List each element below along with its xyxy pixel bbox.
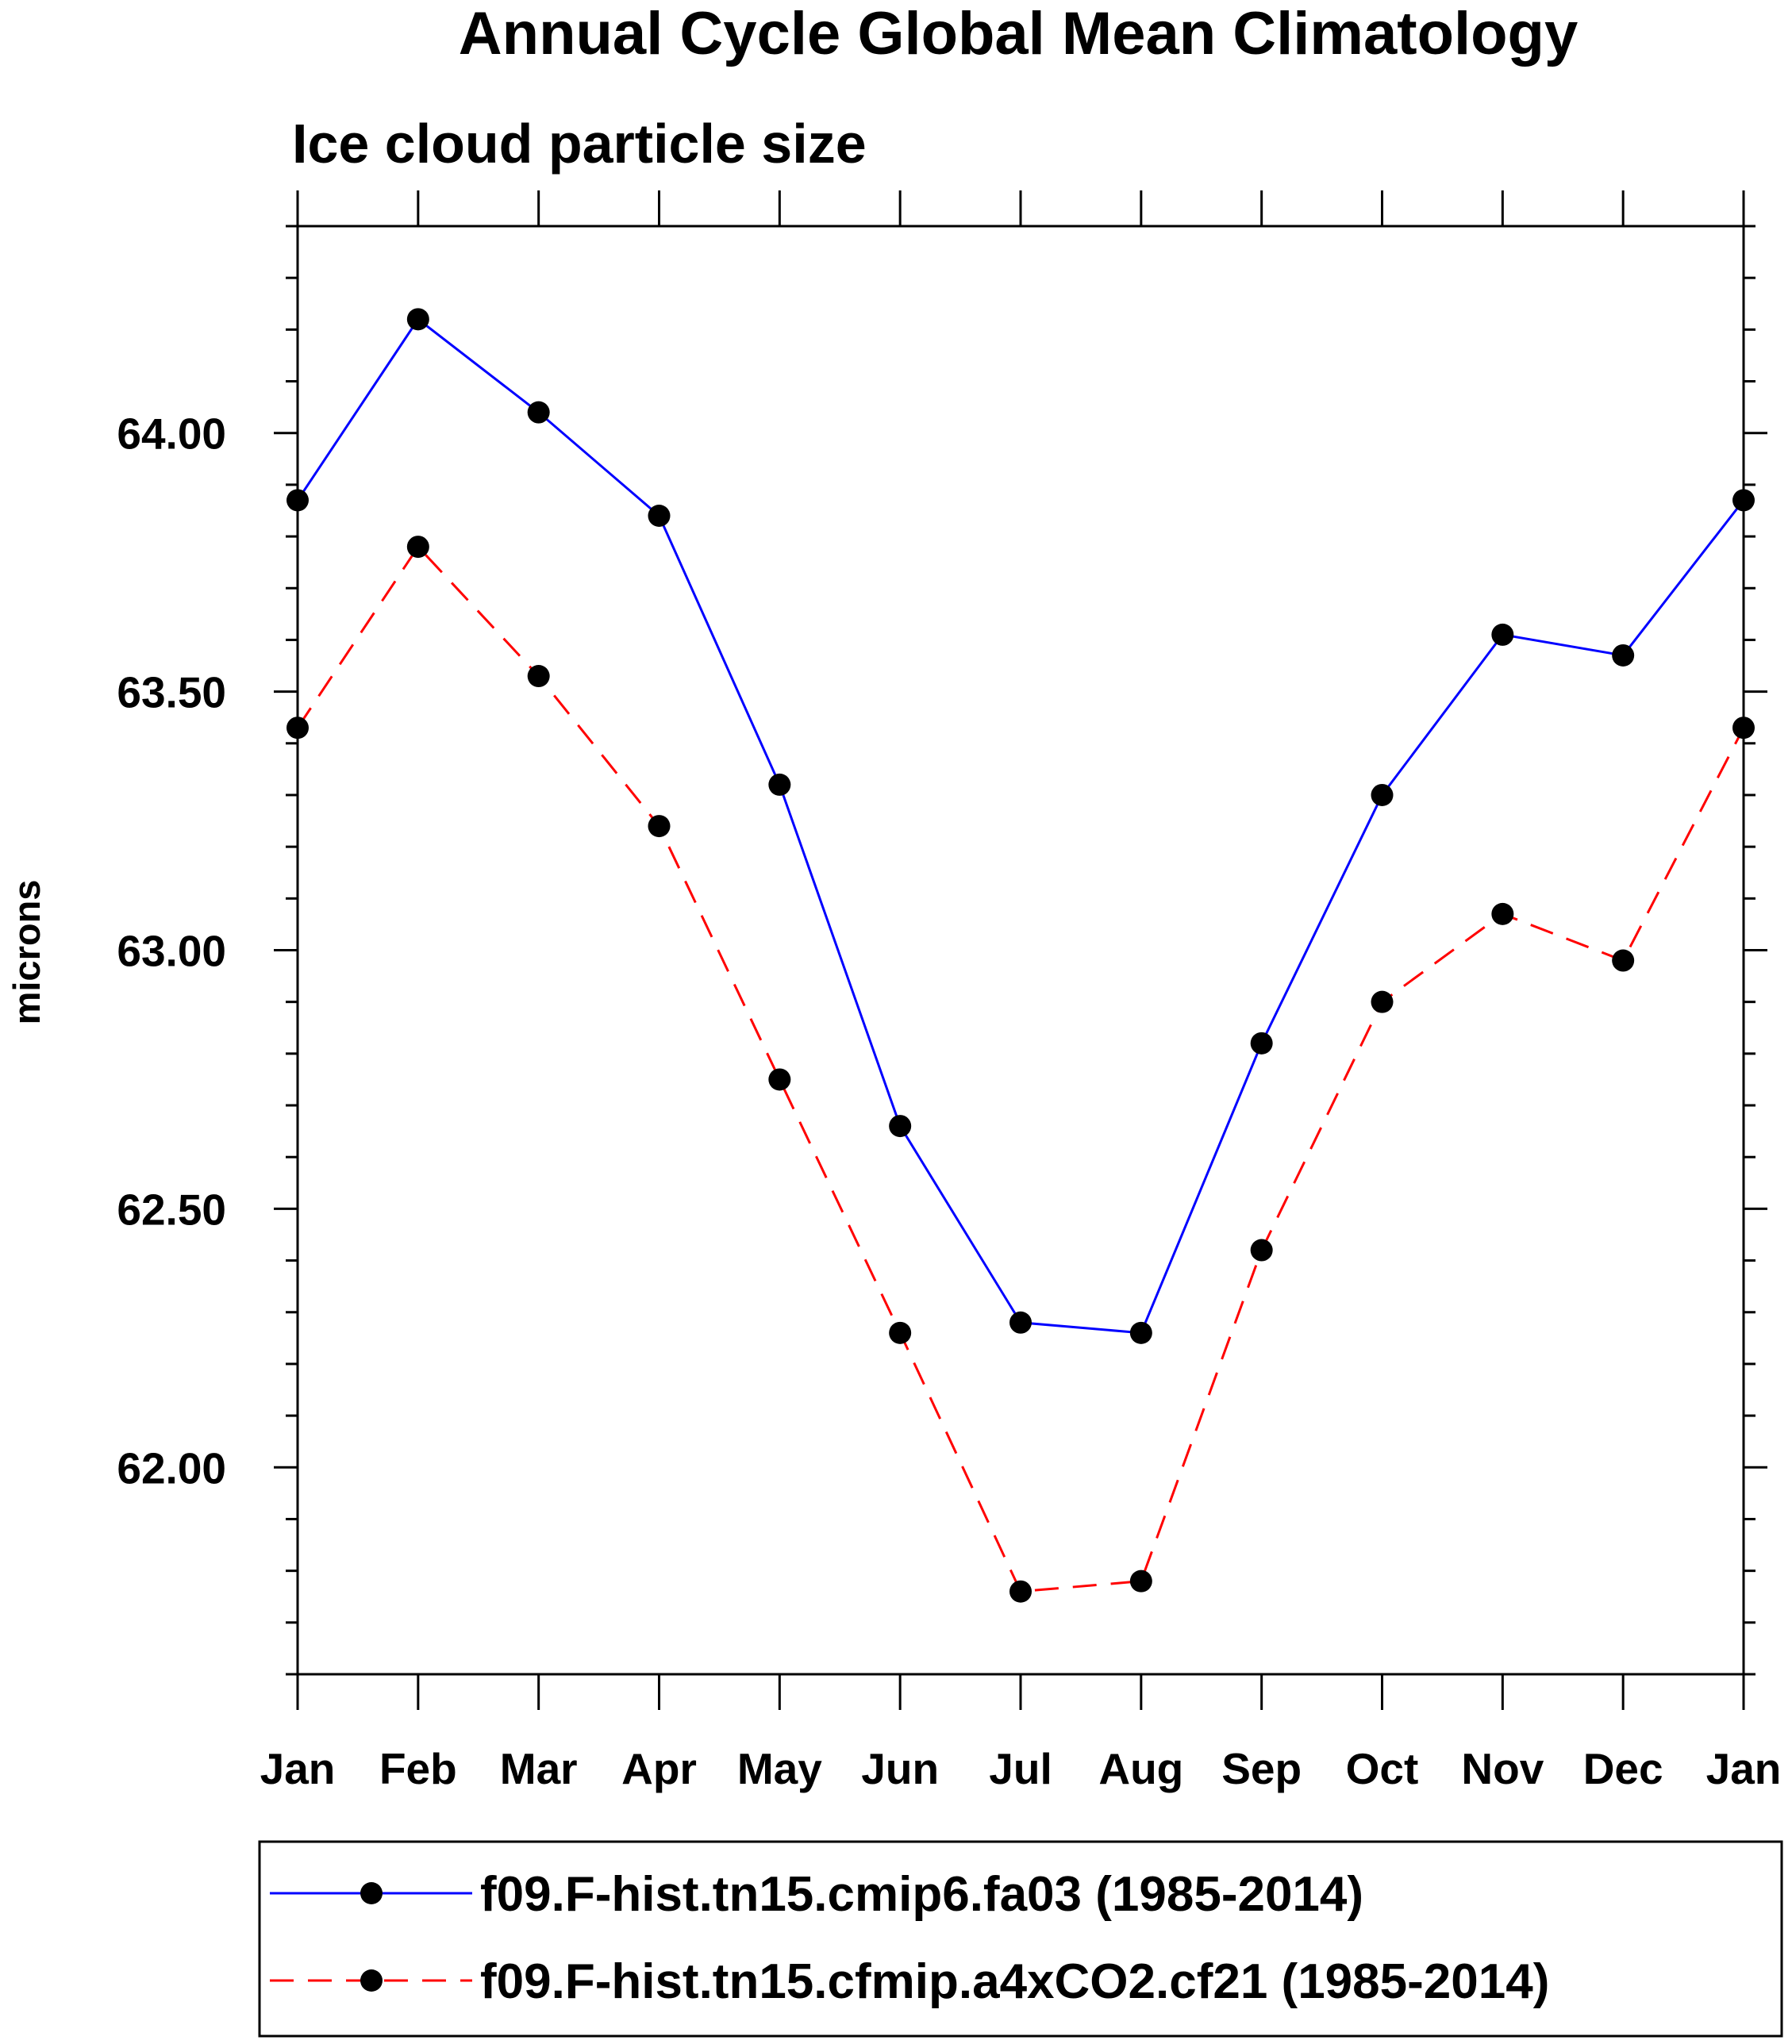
series-1-point (1732, 489, 1755, 512)
series-2-point (648, 815, 671, 838)
series-line-2 (296, 544, 1745, 1593)
series-2-point (406, 536, 429, 559)
series-1-point (1612, 644, 1635, 667)
series-1-point (648, 505, 671, 527)
x-tick-label: Mar (500, 1744, 578, 1793)
series-2-point (1491, 902, 1514, 925)
x-tick-label: Feb (379, 1744, 457, 1793)
y-tick-label: 63.50 (117, 668, 226, 717)
series-2-point (286, 717, 309, 740)
series-2-point (527, 665, 550, 688)
series-1-point (1009, 1311, 1032, 1334)
legend: f09.F-hist.tn15.cmip6.fa03 (1985-2014) f0… (270, 1867, 1549, 2009)
series-1-point (889, 1115, 912, 1138)
legend-label-1: f09.F-hist.tn15.cmip6.fa03 (1985-2014) (480, 1867, 1363, 1922)
x-tick-label: Oct (1346, 1744, 1419, 1793)
series-2-point (768, 1068, 791, 1091)
x-tick-label: Nov (1461, 1744, 1544, 1793)
series-2-point (889, 1321, 912, 1344)
x-tick-label: Apr (621, 1744, 697, 1793)
series-1-point (1250, 1032, 1273, 1055)
series-2-point (1250, 1239, 1273, 1262)
series-2-point (1129, 1570, 1152, 1593)
plot-frame (296, 225, 1745, 1676)
legend-marker-1 (360, 1882, 383, 1904)
series-2-point (1371, 990, 1394, 1013)
y-tick-label: 63.00 (117, 927, 226, 976)
series-1-point (406, 308, 429, 331)
y-tick-label: 62.00 (117, 1443, 226, 1493)
series-1-point (527, 401, 550, 424)
x-tick-label: Sep (1221, 1744, 1302, 1793)
x-tick-label: May (737, 1744, 822, 1793)
x-tick-label: Jan (1706, 1744, 1782, 1793)
y-tick-label: 62.50 (117, 1185, 226, 1234)
x-tick-labels: Jan Feb Mar Apr May Jun Jul Aug Sep Oct Nov Dec Jan (260, 1744, 1782, 1793)
x-tick-label: Jan (260, 1744, 336, 1793)
series-line-1 (296, 317, 1745, 1335)
series-2-point (1009, 1580, 1032, 1603)
axis-ticks (274, 190, 1767, 1710)
y-axis-label: microns (6, 880, 48, 1025)
legend-box (258, 1840, 1783, 2038)
series-1-point (768, 773, 791, 796)
chart-subtitle: Ice cloud particle size (292, 113, 867, 175)
data-series (286, 308, 1755, 1603)
x-tick-label: Dec (1583, 1744, 1663, 1793)
series-2-point (1732, 717, 1755, 740)
y-tick-labels: 62.00 62.50 63.00 63.50 64.00 (117, 409, 226, 1493)
series-1-point (286, 489, 309, 512)
x-tick-label: Aug (1098, 1744, 1183, 1793)
legend-marker-2 (360, 1969, 383, 1992)
series-1-point (1129, 1321, 1152, 1344)
series-1-point (1371, 783, 1394, 806)
chart-title: Annual Cycle Global Mean Climatology (459, 0, 1578, 67)
y-tick-label: 64.00 (117, 409, 226, 459)
x-tick-label: Jun (861, 1744, 939, 1793)
series-2-point (1612, 949, 1635, 972)
legend-label-2: f09.F-hist.tn15.cfmip.a4xCO2.cf21 (1985-… (480, 1954, 1549, 2009)
x-tick-label: Jul (989, 1744, 1052, 1793)
series-1-point (1491, 623, 1514, 646)
